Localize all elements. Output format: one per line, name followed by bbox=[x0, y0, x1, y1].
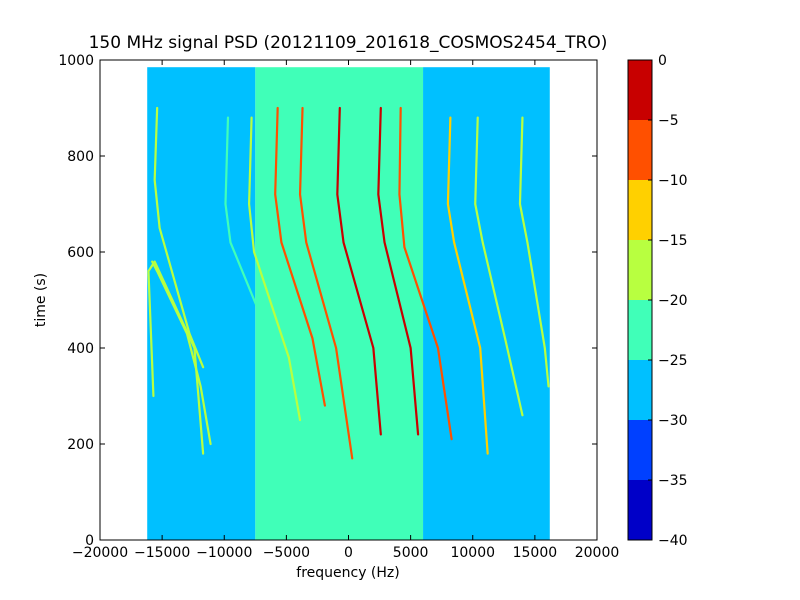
colorbar-segment-6 bbox=[628, 120, 652, 180]
colorbar-tick-label: −40 bbox=[658, 533, 688, 549]
x-tick-label: 10000 bbox=[450, 545, 495, 561]
signal-traces bbox=[147, 106, 550, 460]
x-axis: −20000 −15000 −10000 −5000 0 5000 10000 15000 20… bbox=[72, 60, 619, 561]
colorbar-tick-label: −30 bbox=[658, 413, 688, 429]
signal-trace-8 bbox=[377, 106, 420, 436]
signal-trace-6 bbox=[298, 106, 354, 460]
signal-trace-5 bbox=[274, 106, 326, 407]
heatmap-band-2 bbox=[423, 67, 550, 540]
signal-trace-9 bbox=[398, 106, 453, 441]
y-tick-label: 400 bbox=[67, 341, 94, 357]
signal-trace-0 bbox=[147, 260, 205, 455]
colorbar-segment-1 bbox=[628, 420, 652, 480]
colorbar-segment-5 bbox=[628, 180, 652, 240]
x-tick-label: 5000 bbox=[393, 545, 429, 561]
colorbar-segment-7 bbox=[628, 60, 652, 120]
colorbar-tick-label: 0 bbox=[658, 53, 667, 69]
signal-trace-1 bbox=[151, 260, 212, 446]
colorbar: 0 −5 −10 −15 −20 −25 −30 −35 −40 bbox=[627, 53, 688, 549]
colorbar-segment-4 bbox=[628, 240, 652, 300]
signal-trace-3 bbox=[224, 116, 279, 383]
x-axis-label: frequency (Hz) bbox=[296, 565, 399, 581]
signal-trace-11 bbox=[474, 116, 524, 417]
y-tick-label: 800 bbox=[67, 149, 94, 165]
colorbar-segment-3 bbox=[628, 300, 652, 360]
y-tick-label: 0 bbox=[85, 533, 94, 549]
colorbar-tick-label: −20 bbox=[658, 293, 688, 309]
x-tick-label: 20000 bbox=[575, 545, 620, 561]
heatmap-band-0 bbox=[147, 67, 256, 540]
y-tick-label: 600 bbox=[67, 245, 94, 261]
colorbar-tick-label: −15 bbox=[658, 233, 688, 249]
signal-trace-7 bbox=[336, 106, 382, 436]
x-tick-label: −20000 bbox=[72, 545, 128, 561]
x-tick-label: −5000 bbox=[263, 545, 310, 561]
y-axis-label: time (s) bbox=[33, 273, 49, 327]
colorbar-segment-0 bbox=[628, 480, 652, 540]
signal-trace-12 bbox=[518, 116, 550, 388]
colorbar-tick-label: −35 bbox=[658, 473, 688, 489]
colorbar-tick-label: −10 bbox=[658, 173, 688, 189]
signal-trace-4 bbox=[248, 116, 302, 422]
x-tick-label: 0 bbox=[344, 545, 353, 561]
y-tick-label: 1000 bbox=[58, 53, 94, 69]
x-tick-label: 15000 bbox=[513, 545, 558, 561]
y-tick-label: 200 bbox=[67, 437, 94, 453]
x-tick-label: −10000 bbox=[196, 545, 252, 561]
signal-trace-10 bbox=[446, 116, 489, 455]
colorbar-segment-2 bbox=[628, 360, 652, 420]
chart-title: 150 MHz signal PSD (20121109_201618_COSM… bbox=[89, 33, 608, 53]
x-tick-label: −15000 bbox=[134, 545, 190, 561]
signal-trace-2 bbox=[153, 106, 205, 369]
y-axis: 0 200 400 600 800 1000 bbox=[58, 53, 597, 549]
colorbar-tick-label: −25 bbox=[658, 353, 688, 369]
colorbar-tick-label: −5 bbox=[658, 113, 679, 129]
heatmap bbox=[147, 67, 550, 540]
